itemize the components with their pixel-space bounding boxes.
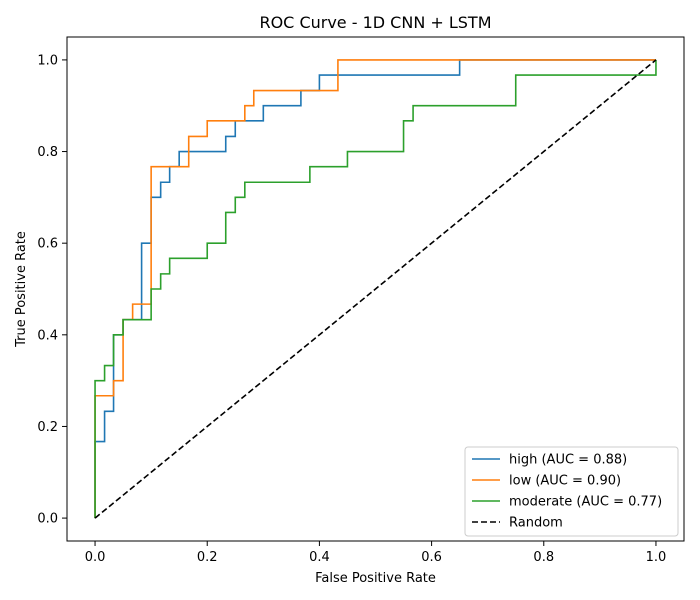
x-tick-label: 0.6: [421, 550, 442, 565]
legend: high (AUC = 0.88) low (AUC = 0.90) moderat…: [464, 446, 679, 537]
y-tick-label: 0.2: [37, 420, 58, 435]
legend-label: high (AUC = 0.88): [509, 453, 627, 468]
x-tick-label: 0.4: [309, 550, 330, 565]
legend-label: low (AUC = 0.90): [509, 474, 621, 489]
x-axis-label: False Positive Rate: [315, 571, 436, 586]
x-tick-label: 0.8: [533, 550, 554, 565]
x-axis: 0.0 0.2 0.4 0.6 0.8 1.0: [85, 541, 667, 565]
y-tick-label: 0.6: [37, 237, 58, 252]
y-tick-label: 0.0: [37, 512, 58, 527]
series-line-2: [94, 59, 657, 519]
chart-title: ROC Curve - 1D CNN + LSTM: [259, 13, 491, 32]
x-tick-label: 1.0: [646, 550, 667, 565]
y-tick-label: 0.8: [37, 145, 58, 160]
x-tick-label: 0.2: [197, 550, 218, 565]
legend-box: [464, 446, 679, 537]
y-tick-label: 0.4: [37, 328, 58, 343]
series-line-1: [94, 59, 656, 519]
legend-items: high (AUC = 0.88) low (AUC = 0.90) moderat…: [472, 453, 662, 531]
plot-frame: [66, 36, 685, 542]
y-tick-label: 1.0: [37, 53, 58, 68]
series-layer: [94, 59, 657, 519]
y-axis: 0.0 0.2 0.4 0.6 0.8 1.0: [37, 53, 67, 527]
legend-label: Random: [509, 516, 563, 531]
x-tick-label: 0.0: [85, 550, 106, 565]
plot-area: [66, 36, 685, 542]
legend-label: moderate (AUC = 0.77): [509, 495, 662, 510]
series-line-3: [94, 59, 657, 519]
y-axis-label: True Positive Rate: [14, 231, 29, 348]
